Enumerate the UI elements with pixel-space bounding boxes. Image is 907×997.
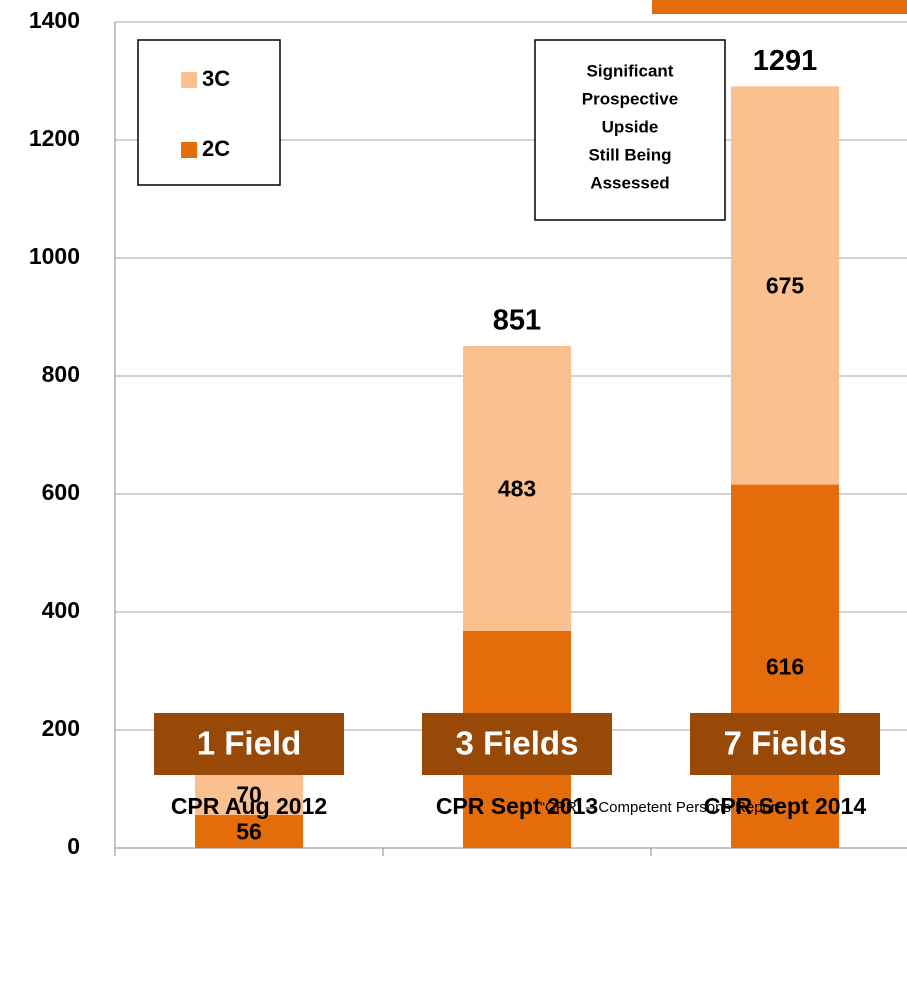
value-label: 616 (766, 653, 804, 679)
value-label: 483 (498, 475, 536, 501)
bar-segment (195, 814, 303, 848)
y-tick-label: 800 (42, 361, 80, 387)
bar-segment (731, 86, 839, 485)
x-tick-label: CPR Sept 2014 (704, 793, 867, 819)
y-tick-label: 600 (42, 479, 80, 505)
x-tick-label: CPR Aug 2012 (171, 793, 327, 819)
annotation-text: Significant (587, 61, 674, 80)
legend-box (137, 39, 281, 186)
x-tick-label: CPR Sept 2013 (436, 793, 598, 819)
field-box (422, 713, 612, 775)
value-label: 56 (236, 819, 262, 845)
field-label: 7 Fields (724, 725, 847, 762)
annotation-text: Still Being (588, 145, 671, 164)
legend-label: 3C (202, 66, 230, 91)
field-label: 1 Field (197, 725, 302, 762)
header-bar (652, 0, 907, 14)
value-label: 675 (766, 273, 805, 299)
y-tick-label: 1400 (29, 7, 80, 33)
field-box (154, 713, 344, 775)
y-tick-label: 200 (42, 715, 80, 741)
annotation-text: Assessed (590, 173, 669, 192)
footnote: “CPR” – Competent Persons Report (540, 799, 781, 816)
total-label: 851 (493, 305, 541, 337)
value-label: 70 (236, 781, 262, 807)
field-label: 3 Fields (456, 725, 579, 762)
annotation-box (534, 39, 726, 221)
legend-swatch (181, 142, 197, 158)
y-tick-label: 1200 (29, 125, 80, 151)
total-label: 1291 (753, 45, 818, 77)
bar-segment (463, 345, 571, 631)
field-box (690, 713, 880, 775)
annotation-text: Prospective (582, 89, 678, 108)
y-tick-label: 0 (67, 833, 80, 859)
y-tick-label: 400 (42, 597, 80, 623)
legend-label: 2C (202, 136, 230, 161)
y-tick-label: 1000 (29, 243, 80, 269)
annotation-text: Upside (602, 117, 659, 136)
bar-segment (731, 484, 839, 848)
bar-segment (195, 773, 303, 815)
legend-swatch (181, 72, 197, 88)
